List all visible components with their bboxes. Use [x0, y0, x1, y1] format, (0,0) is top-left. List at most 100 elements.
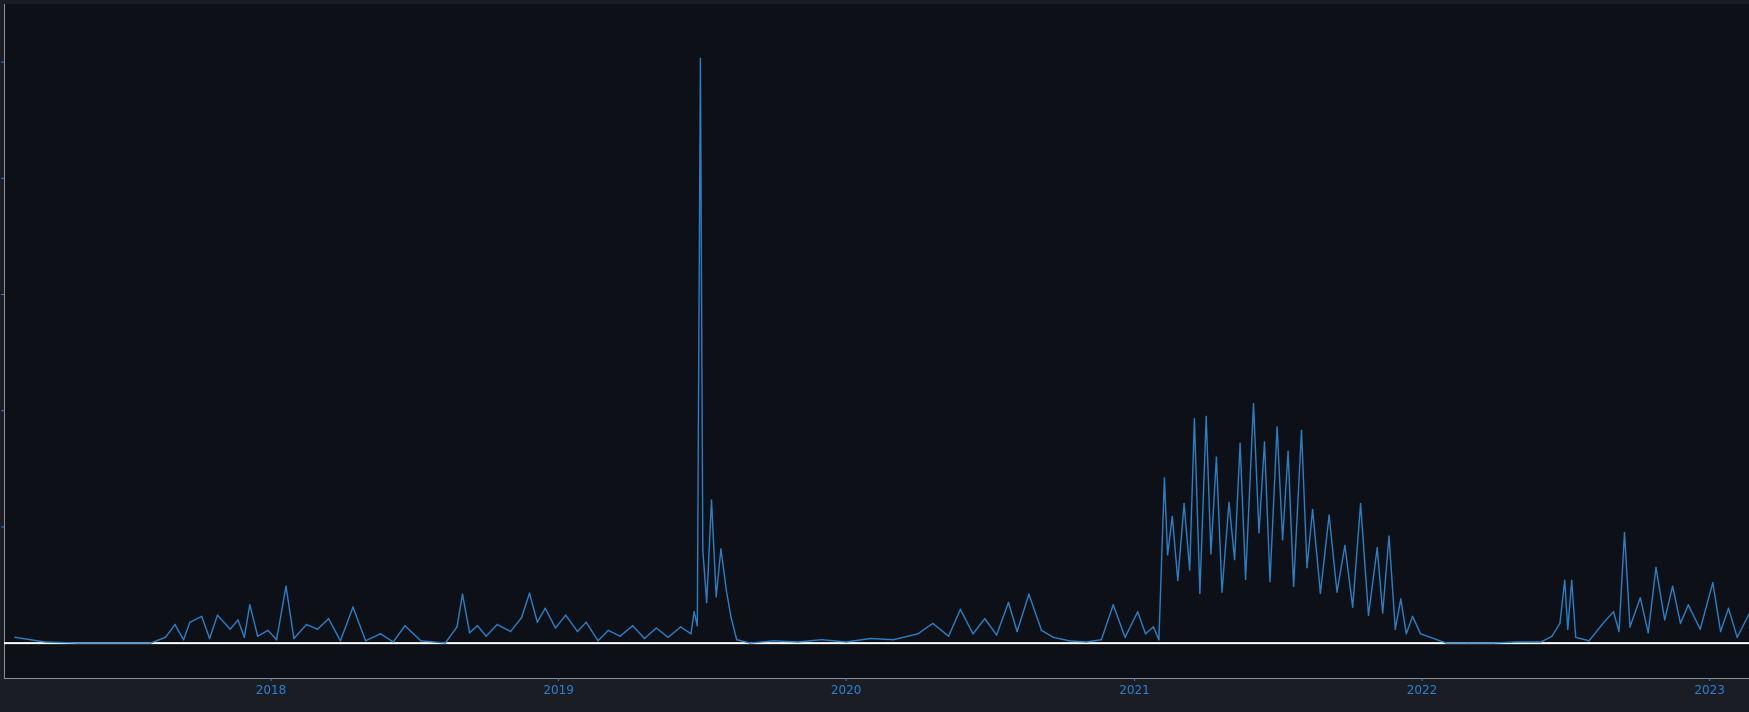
x-tick-label-2020: 2020 [831, 683, 862, 697]
series-point-83 [1028, 593, 1030, 596]
series-point-52 [655, 627, 658, 629]
series-point-152 [1623, 531, 1626, 534]
x-tick-label-2022: 2022 [1407, 683, 1438, 697]
series-point-128 [1367, 614, 1370, 616]
series-point-154 [1639, 597, 1642, 599]
series-point-72 [869, 637, 872, 640]
series-point-48 [607, 629, 610, 632]
series-point-74 [917, 633, 919, 635]
series-point-136 [1419, 633, 1422, 635]
series-point-70 [820, 638, 823, 641]
series-point-64 [725, 590, 728, 592]
series-point-73 [892, 638, 895, 641]
series-point-57 [696, 624, 699, 627]
series-point-78 [972, 633, 974, 635]
series-point-87 [1085, 641, 1088, 643]
series-point-5 [174, 623, 176, 626]
series-point-108 [1233, 558, 1236, 561]
series-point-42 [544, 607, 546, 610]
series-point-165 [1736, 636, 1738, 639]
series-point-159 [1679, 622, 1682, 625]
x-tick-label-2019: 2019 [543, 683, 574, 697]
series-point-104 [1210, 552, 1212, 555]
series-point-1 [44, 641, 46, 643]
series-point-119 [1300, 429, 1303, 432]
series-point-145 [1567, 628, 1569, 630]
series-point-16 [256, 635, 259, 637]
series-point-23 [327, 617, 330, 620]
series-point-106 [1221, 591, 1223, 593]
series-point-148 [1588, 640, 1590, 642]
series-point-22 [316, 628, 319, 630]
series-point-81 [1007, 601, 1010, 604]
series-point-50 [631, 624, 634, 627]
series-point-24 [339, 640, 342, 642]
series-point-113 [1263, 441, 1266, 443]
series-point-137 [1445, 642, 1448, 644]
series-point-61 [710, 499, 713, 502]
series-point-51 [643, 637, 646, 640]
series-point-149 [1603, 621, 1605, 623]
series-point-38 [509, 630, 512, 633]
series-point-107 [1228, 501, 1230, 504]
series-point-7 [182, 638, 185, 641]
series-point-94 [1158, 638, 1160, 641]
x-tick-label-2021: 2021 [1119, 683, 1150, 697]
series-point-153 [1629, 626, 1631, 628]
series-point-114 [1269, 580, 1271, 583]
series-point-63 [720, 548, 722, 550]
series-point-131 [1388, 535, 1390, 537]
x-tick-label-2018: 2018 [256, 683, 287, 697]
series-point-142 [1551, 635, 1553, 637]
series-point-117 [1287, 450, 1289, 453]
series-point-76 [947, 635, 950, 637]
series-point-115 [1276, 426, 1278, 428]
series-point-124 [1336, 591, 1338, 593]
series-point-158 [1671, 585, 1674, 587]
series-point-143 [1559, 622, 1561, 625]
series-point-77 [959, 608, 962, 611]
series-point-26 [364, 640, 367, 642]
series-point-71 [845, 641, 847, 643]
series-point-116 [1281, 538, 1284, 541]
series-point-41 [536, 621, 539, 623]
series-point-35 [476, 624, 479, 627]
series-point-79 [984, 617, 986, 620]
series-point-39 [520, 616, 523, 619]
series-point-100 [1188, 569, 1191, 571]
series-point-134 [1405, 633, 1408, 635]
series-point-68 [772, 640, 775, 642]
series-point-112 [1258, 531, 1260, 534]
x-axis-tick-labels: 2018 2019 2020 2021 2022 2023 [256, 678, 1725, 697]
series-point-40 [528, 592, 531, 594]
series-point-101 [1193, 418, 1196, 420]
series-point-90 [1124, 636, 1126, 639]
series-point-85 [1052, 636, 1055, 639]
series-point-164 [1727, 607, 1730, 610]
series-point-49 [619, 635, 621, 637]
series-point-10 [208, 637, 211, 640]
series-point-120 [1306, 566, 1308, 569]
series-point-141 [1540, 641, 1542, 643]
series-point-123 [1328, 514, 1330, 517]
series-point-110 [1244, 578, 1247, 580]
series-point-144 [1563, 579, 1566, 582]
series-point-151 [1618, 630, 1620, 633]
series-point-17 [267, 629, 269, 632]
series-point-84 [1040, 629, 1043, 632]
series-point-99 [1183, 502, 1185, 505]
series-point-86 [1068, 640, 1070, 642]
series-point-126 [1351, 606, 1354, 608]
series-point-45 [576, 630, 579, 633]
series-point-157 [1663, 619, 1666, 621]
x-tick-label-2023: 2023 [1694, 683, 1725, 697]
series-point-156 [1655, 566, 1657, 569]
series-point-14 [243, 636, 246, 639]
series-point-29 [404, 624, 406, 627]
series-point-9 [200, 615, 203, 618]
series-point-59 [702, 549, 704, 551]
series-point-55 [690, 633, 692, 635]
series-point-20 [293, 637, 295, 640]
series-point-88 [1100, 638, 1103, 641]
